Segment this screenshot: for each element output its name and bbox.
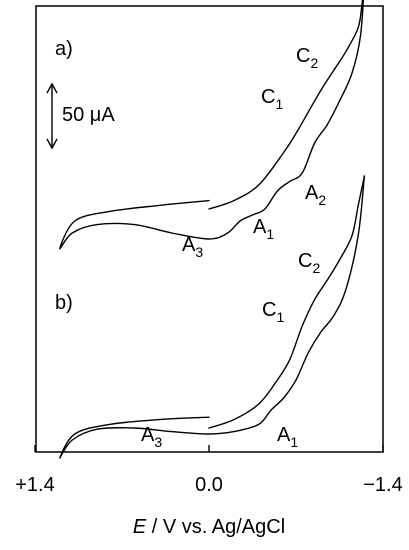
peak-label-c1-panel-b: C1	[262, 299, 284, 325]
peak-label-a2-panel-a: A2	[305, 182, 326, 208]
x-axis-title: E / V vs. Ag/AgCl	[133, 516, 285, 538]
x-tick-label: 0.0	[195, 474, 223, 496]
plot-frame	[36, 6, 383, 452]
peak-label-c2-panel-b: C2	[298, 250, 320, 276]
scale-bar-label: 50 μA	[62, 104, 115, 126]
panel-b-anodic-sweep	[60, 176, 365, 458]
x-tick-label: −1.4	[363, 474, 402, 496]
panel-label-a: a)	[55, 38, 73, 60]
panel-label-b: b)	[55, 292, 73, 314]
peak-label-c2-panel-a: C2	[296, 45, 318, 71]
peak-label-a1-panel-a: A1	[253, 216, 274, 242]
peak-label-a1-panel-b: A1	[277, 424, 298, 450]
current-scale-bar: 50 μA	[47, 84, 115, 148]
panel-a-cathodic-sweep	[209, 0, 364, 209]
voltammogram-curves	[60, 0, 365, 458]
peak-label-c1-panel-a: C1	[261, 86, 283, 112]
peak-label-a3-panel-b: A3	[141, 424, 162, 450]
x-tick-label: +1.4	[15, 474, 54, 496]
